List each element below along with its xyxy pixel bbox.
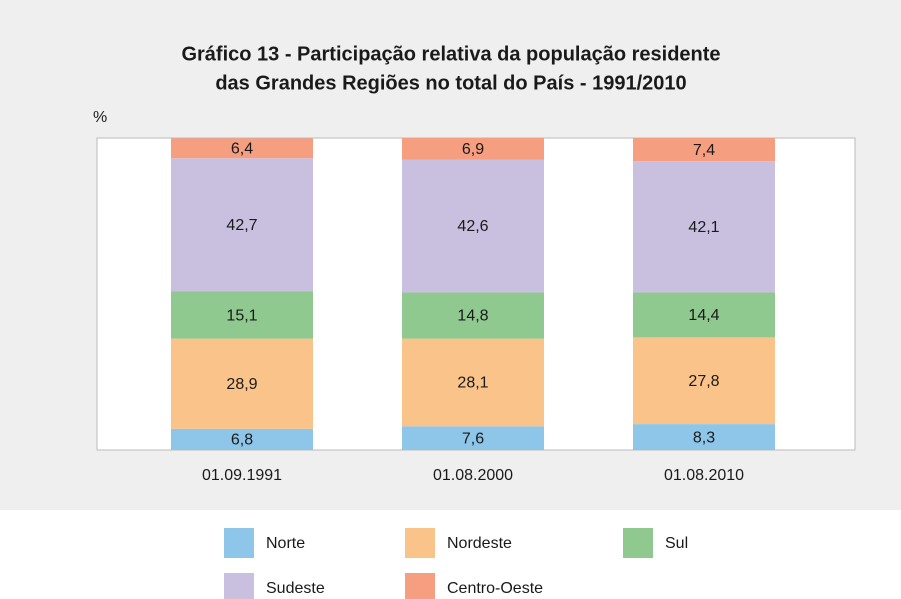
chart-title: das Grandes Regiões no total do País - 1… [215,72,686,94]
bar-segment [171,338,313,429]
bar-segment [402,292,544,339]
data-label: 6,4 [231,141,253,158]
chart-title: Gráfico 13 - Participação relativa da po… [181,43,720,65]
x-tick-label: 01.08.2000 [433,467,513,484]
x-tick-label: 01.08.2010 [664,467,744,484]
bar-segment [633,292,775,338]
data-label: 6,8 [231,432,253,449]
data-label: 7,6 [462,430,484,447]
data-label: 14,4 [688,307,719,324]
bar-segment [171,291,313,339]
legend-swatch [224,573,254,599]
bar-segment [171,428,313,450]
legend-swatch [405,573,435,599]
x-tick-label: 01.09.1991 [202,467,282,484]
legend-swatch [623,528,653,558]
bar-segment [171,138,313,159]
data-label: 15,1 [226,307,257,324]
data-label: 28,9 [226,376,257,393]
y-axis-label: % [93,109,107,126]
data-label: 7,4 [693,142,715,159]
data-label: 27,8 [688,373,719,390]
data-label: 6,9 [462,141,484,158]
bar-segment [633,337,775,425]
bar-segment [633,138,775,162]
bar-segment [402,159,544,293]
data-label: 14,8 [457,308,488,325]
data-label: 42,6 [457,218,488,235]
bar-segment [402,138,544,160]
bar-segment [402,338,544,427]
bar-segment [402,426,544,450]
bar-segment [633,424,775,450]
legend-label: Nordeste [447,535,512,552]
data-label: 42,7 [226,217,257,234]
data-label: 8,3 [693,429,715,446]
data-label: 42,1 [688,219,719,236]
legend-label: Sul [665,535,688,552]
data-label: 28,1 [457,375,488,392]
bar-segment [633,161,775,293]
legend-label: Norte [266,535,305,552]
legend-label: Sudeste [266,580,325,597]
bar-segment [171,158,313,292]
legend-swatch [224,528,254,558]
legend-swatch [405,528,435,558]
legend-label: Centro-Oeste [447,580,543,597]
